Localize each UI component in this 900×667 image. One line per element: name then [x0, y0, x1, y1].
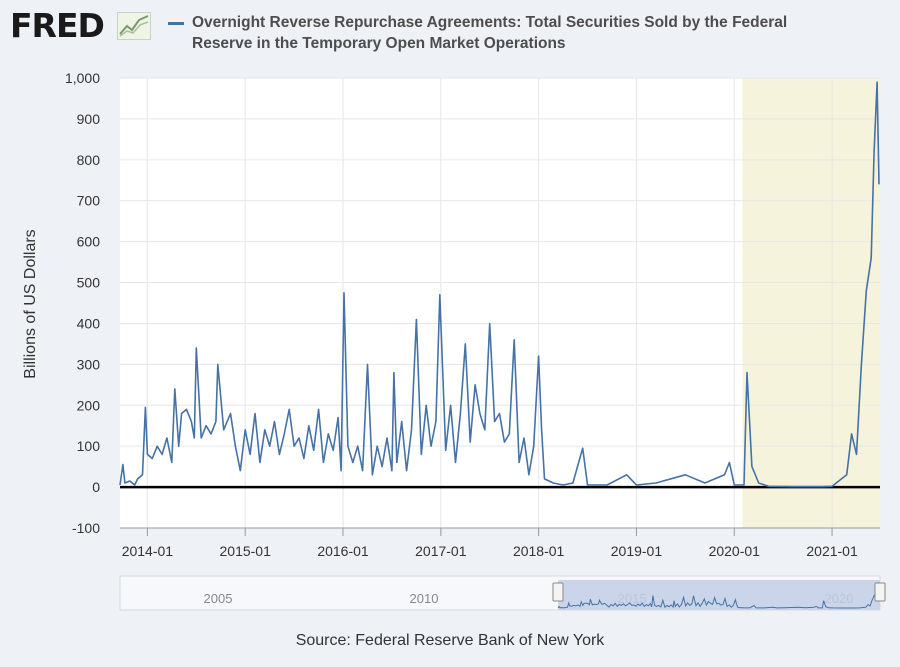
x-tick-label: 2014-01: [122, 543, 174, 559]
navigator-tick-label: 2005: [204, 591, 233, 606]
y-tick-label: 800: [77, 152, 101, 168]
navigator-handle[interactable]: [874, 582, 886, 602]
x-tick-label: 2015-01: [220, 543, 272, 559]
x-tick-label: 2018-01: [513, 543, 565, 559]
y-tick-label: -100: [72, 520, 100, 536]
legend-series-swatch: [168, 22, 184, 25]
y-tick-label: 1,000: [65, 70, 100, 86]
chart-canvas: 1,000 900 800 700 600 500 400 300 200 100 0 -100 201…: [65, 70, 886, 611]
y-tick-label: 200: [77, 397, 101, 413]
x-tick-label: 2016-01: [317, 543, 369, 559]
y-tick-label: 0: [92, 479, 100, 495]
x-tick-label: 2017-01: [415, 543, 467, 559]
fred-graph-icon: [117, 12, 151, 40]
navigator-tick-label: 2010: [410, 591, 439, 606]
y-tick-label: 400: [77, 315, 101, 331]
y-tick-label: 600: [77, 234, 101, 250]
y-tick-label: 500: [77, 275, 101, 291]
fred-logo: FRED: [10, 6, 105, 45]
navigator-series-line: [557, 582, 881, 609]
chart-header: FRED Overnight Reverse Repurchase Agreem…: [0, 0, 900, 64]
x-tick-label: 2021-01: [806, 543, 858, 559]
chart-title: Overnight Reverse Repurchase Agreements:…: [192, 14, 788, 52]
shaded-region: [742, 78, 880, 528]
y-tick-label: 100: [77, 438, 101, 454]
y-tick-label: 300: [77, 356, 101, 372]
x-tick-label: 2019-01: [611, 543, 663, 559]
series-line: [119, 81, 880, 488]
navigator-handle[interactable]: [552, 582, 564, 602]
y-tick-label: 900: [77, 111, 101, 127]
y-tick-label: 700: [77, 193, 101, 209]
source-note: Source: Federal Reserve Bank of New York: [295, 632, 605, 649]
x-tick-label: 2020-01: [709, 543, 761, 559]
